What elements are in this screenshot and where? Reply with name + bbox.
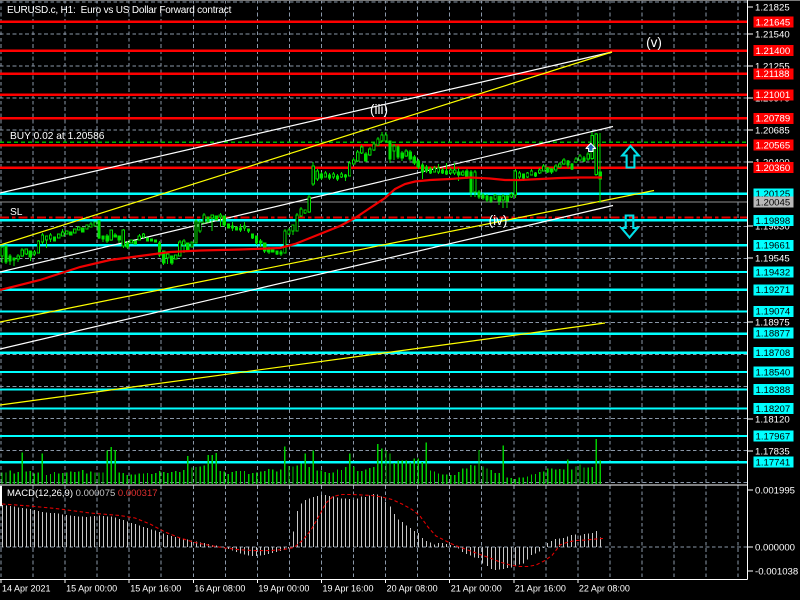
svg-text:1.20685: 1.20685 — [755, 125, 790, 136]
svg-text:1.18708: 1.18708 — [756, 348, 791, 359]
svg-text:1.19830: 1.19830 — [755, 221, 790, 232]
svg-text:1.17967: 1.17967 — [756, 431, 791, 442]
svg-text:(v): (v) — [646, 35, 662, 50]
svg-text:1.17741: 1.17741 — [756, 458, 791, 469]
svg-text:20 Apr 08:00: 20 Apr 08:00 — [387, 584, 438, 594]
svg-text:1.19661: 1.19661 — [756, 241, 791, 252]
svg-text:1.20789: 1.20789 — [756, 114, 791, 125]
svg-text:1.19271: 1.19271 — [756, 285, 791, 296]
svg-text:22 Apr 08:00: 22 Apr 08:00 — [579, 584, 630, 594]
svg-text:(iv): (iv) — [489, 213, 508, 228]
svg-text:1.21255: 1.21255 — [755, 61, 790, 72]
svg-text:21 Apr 16:00: 21 Apr 16:00 — [515, 584, 566, 594]
svg-text:1.19074: 1.19074 — [756, 307, 791, 318]
svg-text:SL: SL — [10, 207, 23, 218]
svg-text:1.19432: 1.19432 — [756, 267, 791, 278]
svg-text:MACD(12,26,9) 0.000075 0.00031: MACD(12,26,9) 0.000075 0.000317 — [7, 488, 158, 499]
svg-text:19 Apr 16:00: 19 Apr 16:00 — [323, 584, 374, 594]
svg-text:1.18975: 1.18975 — [755, 317, 790, 328]
svg-text:1.18207: 1.18207 — [756, 404, 791, 415]
svg-text:16 Apr 08:00: 16 Apr 08:00 — [194, 584, 245, 594]
svg-text:1.21188: 1.21188 — [756, 69, 790, 80]
svg-text:1.20565: 1.20565 — [756, 141, 791, 152]
svg-text:1.21825: 1.21825 — [755, 2, 790, 13]
svg-text:15 Apr 16:00: 15 Apr 16:00 — [130, 584, 181, 594]
svg-text:-0.001038: -0.001038 — [755, 566, 798, 577]
svg-text:BUY 0.02 at 1.20586: BUY 0.02 at 1.20586 — [10, 131, 105, 142]
svg-text:1.21400: 1.21400 — [756, 46, 791, 57]
svg-text:1.20045: 1.20045 — [756, 197, 791, 208]
svg-text:0.001995: 0.001995 — [755, 485, 795, 496]
svg-text:(iii): (iii) — [370, 102, 388, 117]
svg-text:1.18120: 1.18120 — [755, 414, 790, 425]
svg-text:1.18388: 1.18388 — [756, 385, 791, 396]
svg-text:19 Apr 00:00: 19 Apr 00:00 — [258, 584, 309, 594]
svg-text:1.19898: 1.19898 — [756, 216, 791, 227]
svg-text:1.21540: 1.21540 — [755, 29, 790, 40]
svg-text:1.21645: 1.21645 — [756, 17, 791, 28]
svg-text:1.19545: 1.19545 — [755, 253, 790, 264]
svg-text:1.20125: 1.20125 — [756, 189, 791, 200]
svg-text:14 Apr 2021: 14 Apr 2021 — [2, 584, 51, 594]
svg-text:0.000000: 0.000000 — [755, 542, 795, 553]
svg-text:15 Apr 00:00: 15 Apr 00:00 — [66, 584, 117, 594]
svg-text:1.17835: 1.17835 — [755, 446, 790, 457]
svg-text:EURUSD.c, H1: Euro vs US Doll: EURUSD.c, H1: Euro vs US Dollar Forward … — [7, 5, 232, 16]
svg-text:21 Apr 00:00: 21 Apr 00:00 — [451, 584, 502, 594]
svg-text:1.18877: 1.18877 — [756, 328, 791, 339]
svg-text:1.18540: 1.18540 — [756, 367, 791, 378]
svg-text:1.21001: 1.21001 — [756, 90, 791, 101]
svg-text:1.20360: 1.20360 — [756, 163, 791, 174]
